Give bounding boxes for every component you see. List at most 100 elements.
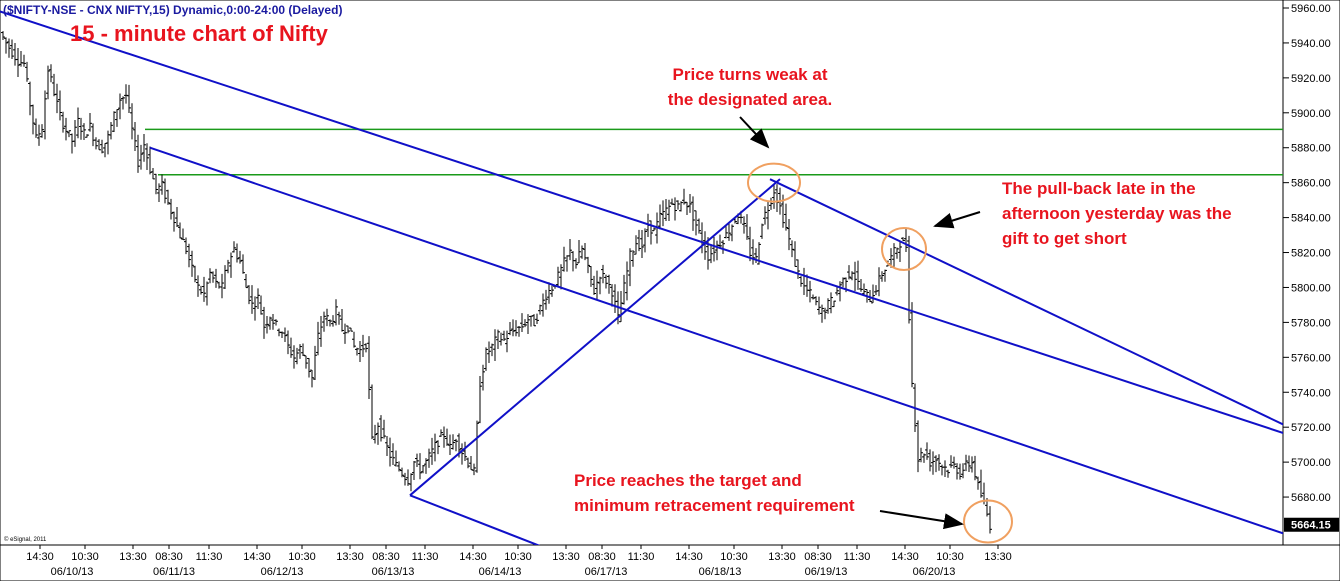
copyright-label: © eSignal, 2011 bbox=[4, 536, 47, 543]
ohlc-bar bbox=[724, 225, 728, 239]
ohlc-bar bbox=[568, 238, 572, 261]
ohlc-bar bbox=[187, 243, 191, 268]
trendline-5 bbox=[769, 178, 1283, 426]
ohlc-bar bbox=[709, 244, 713, 264]
ohlc-bar bbox=[361, 334, 365, 358]
time-tick-label: 11:30 bbox=[196, 551, 223, 563]
ohlc-bar bbox=[232, 241, 236, 253]
annotation-text: minimum retracement requirement bbox=[574, 496, 855, 515]
ohlc-bar bbox=[352, 331, 356, 348]
ohlc-bar bbox=[286, 330, 290, 355]
ohlc-bar bbox=[958, 463, 962, 480]
ohlc-bar bbox=[31, 104, 35, 135]
ohlc-bar bbox=[199, 285, 203, 295]
ohlc-bar bbox=[382, 419, 386, 439]
ohlc-bar bbox=[673, 197, 677, 221]
date-label: 06/18/13 bbox=[699, 566, 742, 578]
ohlc-bar bbox=[751, 239, 755, 265]
ohlc-bar bbox=[481, 364, 485, 391]
ohlc-bar bbox=[310, 369, 314, 388]
ohlc-bar bbox=[640, 229, 644, 259]
price-tick-label: 5880.00 bbox=[1291, 143, 1331, 155]
ohlc-bar bbox=[820, 304, 824, 323]
ohlc-bar bbox=[403, 472, 407, 486]
ohlc-bar bbox=[943, 460, 947, 477]
price-tick-label: 5800.00 bbox=[1291, 282, 1331, 294]
ohlc-bar bbox=[796, 259, 800, 279]
ohlc-bar bbox=[265, 316, 269, 334]
ohlc-bar bbox=[58, 90, 62, 121]
ohlc-bar bbox=[337, 311, 341, 325]
price-axis: 5960.00 5940.00 5920.00 5900.00 5880.00 5860.… bbox=[1283, 3, 1339, 532]
price-tick-label: 5860.00 bbox=[1291, 178, 1331, 190]
price-tick-label: 5760.00 bbox=[1291, 352, 1331, 364]
ohlc-bar bbox=[202, 276, 206, 302]
ohlc-bar bbox=[769, 197, 773, 210]
ohlc-bar bbox=[241, 254, 245, 274]
ohlc-bar bbox=[694, 210, 698, 236]
ohlc-bar bbox=[259, 295, 263, 315]
ohlc-bar bbox=[682, 188, 686, 205]
time-tick-label: 08:30 bbox=[155, 551, 183, 563]
highlight-circle-1 bbox=[747, 162, 801, 203]
ohlc-bar bbox=[685, 201, 689, 216]
ohlc-bar bbox=[946, 469, 950, 478]
annotation-text: Price reaches the target and bbox=[574, 471, 802, 490]
last-price-label: 5664.15 bbox=[1291, 520, 1331, 532]
ohlc-bar bbox=[988, 506, 992, 534]
ohlc-bar bbox=[79, 117, 83, 140]
ohlc-bar bbox=[898, 241, 902, 263]
ohlc-bar bbox=[244, 273, 248, 289]
ohlc-bar bbox=[271, 313, 275, 330]
ohlc-bar bbox=[391, 443, 395, 466]
ohlc-bar bbox=[49, 64, 53, 83]
trendlines bbox=[0, 10, 1283, 545]
ohlc-bar bbox=[841, 277, 845, 288]
ohlc-bar bbox=[970, 456, 974, 473]
ohlc-bar bbox=[466, 457, 470, 469]
price-tick-label: 5900.00 bbox=[1291, 108, 1331, 120]
ohlc-bar bbox=[334, 299, 338, 326]
annotation-arrow-2 bbox=[933, 211, 981, 229]
ohlc-bar bbox=[313, 345, 317, 381]
ohlc-bar bbox=[610, 284, 614, 307]
price-tick-label: 5840.00 bbox=[1291, 213, 1331, 225]
ohlc-bar bbox=[931, 451, 935, 475]
ohlc-bar bbox=[10, 39, 14, 59]
ohlc-bar bbox=[97, 139, 101, 151]
ohlc-bar bbox=[55, 83, 59, 114]
ohlc-bar bbox=[664, 198, 668, 222]
price-tick-label: 5780.00 bbox=[1291, 317, 1331, 329]
ohlc-bar bbox=[547, 282, 551, 304]
ohlc-bar bbox=[811, 294, 815, 300]
annotation-text: gift to get short bbox=[1002, 229, 1127, 248]
ohlc-bar bbox=[847, 265, 851, 280]
ohlc-bar bbox=[955, 463, 959, 480]
price-tick-label: 5700.00 bbox=[1291, 457, 1331, 469]
ohlc-bar bbox=[589, 266, 593, 287]
ohlc-bar bbox=[658, 204, 662, 230]
ohlc-bar bbox=[421, 464, 425, 474]
ohlc-bar bbox=[790, 240, 794, 258]
ohlc-bar bbox=[40, 124, 44, 138]
ohlc-bar bbox=[88, 112, 92, 132]
ohlc-bar bbox=[46, 65, 50, 100]
highlight-circles bbox=[747, 162, 1013, 544]
ohlc-bar bbox=[193, 265, 197, 283]
ohlc-bar bbox=[595, 270, 599, 300]
ohlc-bar bbox=[316, 321, 320, 356]
ohlc-bar bbox=[577, 239, 581, 264]
ohlc-bar bbox=[832, 300, 836, 308]
annotation-arrow-1 bbox=[739, 116, 770, 149]
ohlc-bar bbox=[718, 234, 722, 249]
date-label: 06/19/13 bbox=[805, 566, 848, 578]
ohlc-bar bbox=[151, 167, 155, 180]
ohlc-bar bbox=[475, 420, 479, 473]
ohlc-bar bbox=[949, 455, 953, 468]
ohlc-bar bbox=[586, 256, 590, 274]
ohlc-bar bbox=[427, 448, 431, 468]
ohlc-bar bbox=[319, 316, 323, 347]
ohlc-bar bbox=[823, 307, 827, 320]
ohlc-bar bbox=[628, 248, 632, 287]
annotation-arrow-3 bbox=[879, 510, 964, 530]
